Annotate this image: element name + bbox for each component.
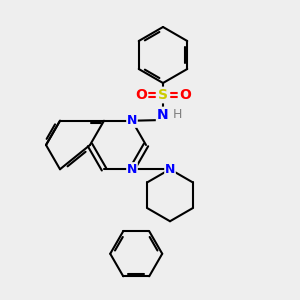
Text: O: O <box>179 88 191 102</box>
Text: N: N <box>165 163 175 176</box>
Text: O: O <box>135 88 147 102</box>
Text: S: S <box>158 88 168 102</box>
Text: N: N <box>127 163 137 176</box>
Text: N: N <box>157 108 169 122</box>
Text: N: N <box>127 114 137 127</box>
Text: H: H <box>172 109 182 122</box>
